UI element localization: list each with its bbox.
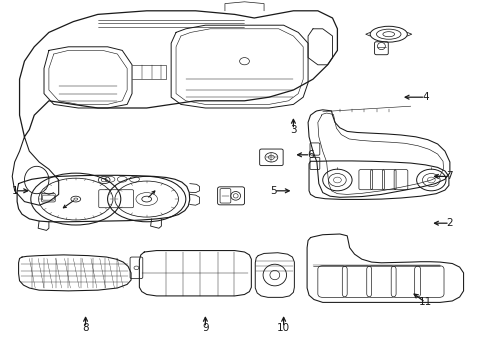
- Text: 3: 3: [289, 125, 296, 135]
- Text: 5: 5: [270, 186, 277, 196]
- Text: 6: 6: [306, 150, 313, 160]
- Text: 1: 1: [11, 186, 18, 196]
- Text: 10: 10: [277, 323, 289, 333]
- Text: 2: 2: [446, 218, 452, 228]
- Text: 9: 9: [202, 323, 208, 333]
- Text: 7: 7: [446, 171, 452, 181]
- Text: 8: 8: [82, 323, 89, 333]
- Text: 4: 4: [421, 92, 428, 102]
- Text: 11: 11: [418, 297, 431, 307]
